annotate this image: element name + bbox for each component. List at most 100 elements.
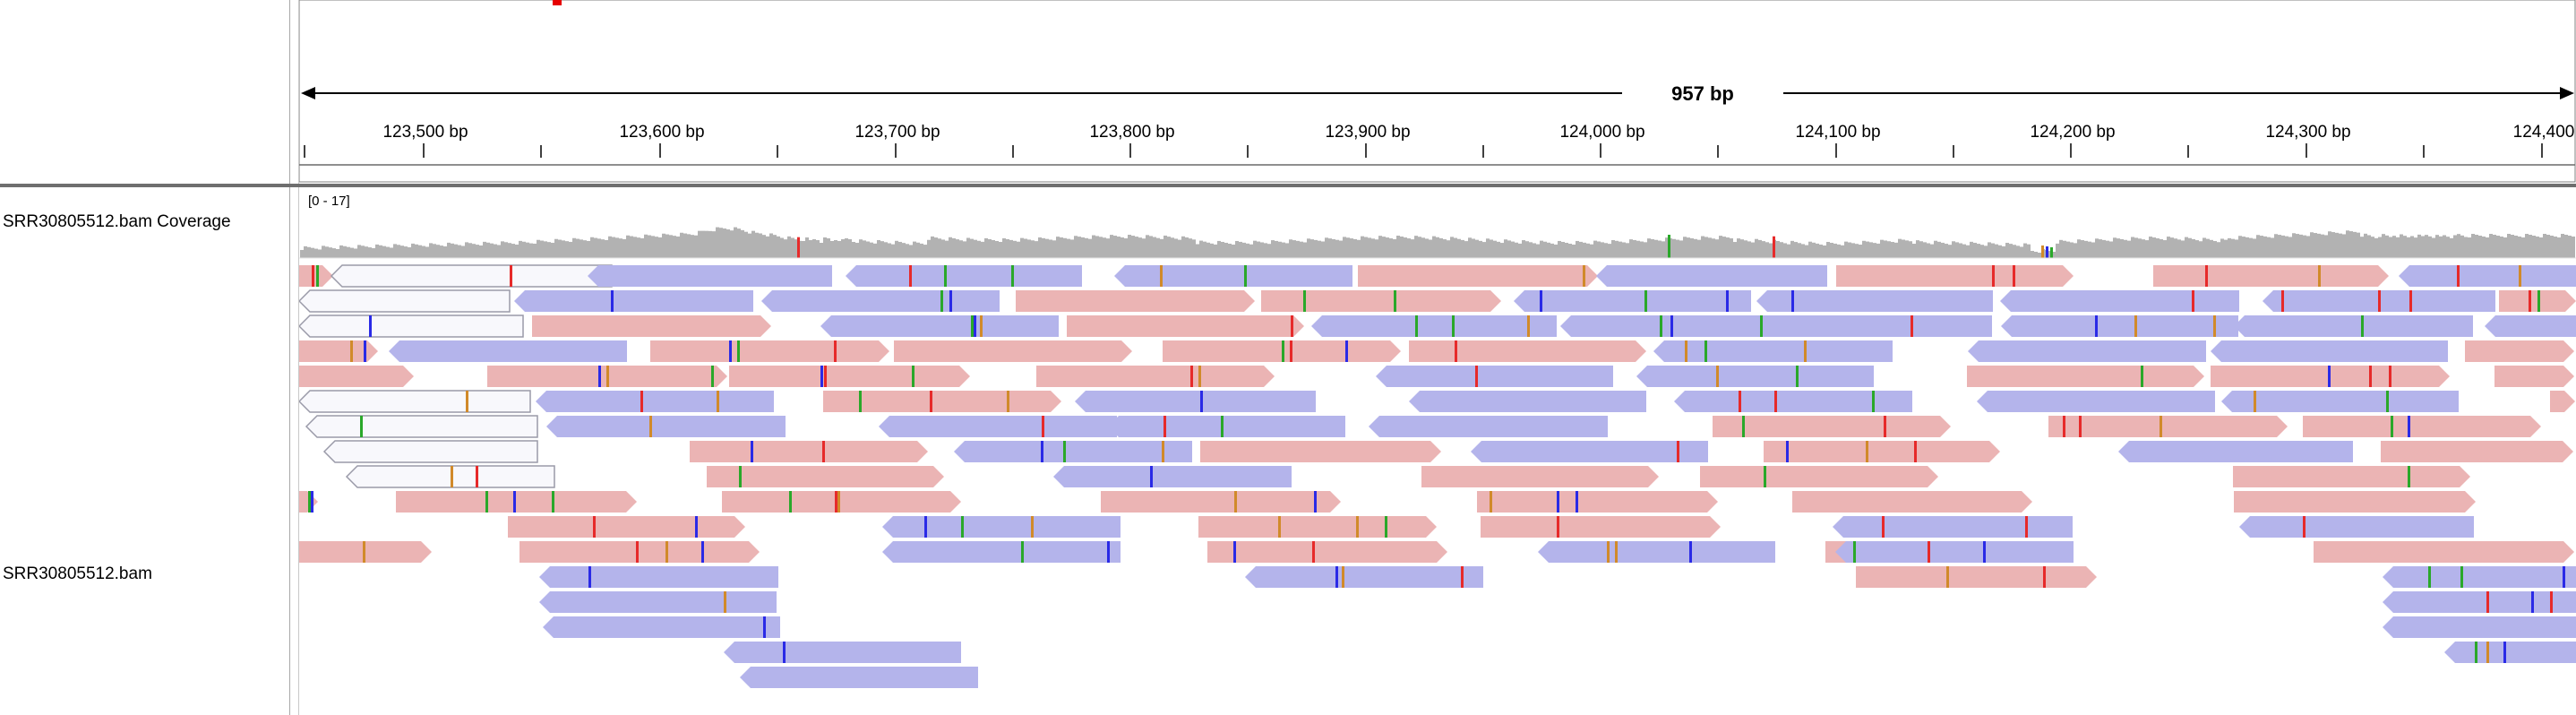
ruler[interactable]: 957 bp 123,500 bp 123,600 bp 123,700 bp 123… [299, 0, 2576, 184]
read-alignment[interactable] [1053, 466, 1292, 487]
read-alignment[interactable] [1200, 441, 1441, 462]
read-alignment[interactable] [761, 290, 1000, 312]
read-alignment[interactable] [536, 391, 774, 412]
read-alignment[interactable] [894, 340, 1132, 362]
read-alignment[interactable] [2234, 315, 2473, 337]
read-alignment[interactable] [389, 340, 627, 362]
read-alignment[interactable] [1114, 265, 1352, 287]
read-alignment[interactable] [1756, 290, 1993, 312]
read-alignment[interactable] [2383, 566, 2576, 588]
read-alignment[interactable] [1713, 416, 1951, 437]
read-alignment[interactable] [2383, 616, 2576, 638]
read-alignment[interactable] [299, 314, 524, 338]
read-alignment[interactable] [2465, 340, 2574, 362]
read-alignment[interactable] [2485, 315, 2576, 337]
read-alignment[interactable] [1977, 391, 2215, 412]
read-alignment[interactable] [1636, 366, 1874, 387]
read-alignment[interactable] [1036, 366, 1275, 387]
read-alignment[interactable] [1833, 516, 2073, 538]
read-alignment[interactable] [1538, 541, 1775, 563]
read-alignment[interactable] [1700, 466, 1938, 487]
read-alignment[interactable] [1481, 516, 1721, 538]
read-alignment[interactable] [1245, 566, 1483, 588]
read-alignment[interactable] [532, 315, 771, 337]
read-alignment[interactable] [1101, 491, 1341, 513]
name-panel-divider[interactable] [289, 0, 290, 715]
read-alignment[interactable] [396, 491, 637, 513]
read-alignment[interactable] [954, 441, 1192, 462]
read-alignment[interactable] [740, 667, 978, 688]
read-alignment[interactable] [650, 340, 889, 362]
read-alignment[interactable] [1856, 566, 2097, 588]
alignment-track-name[interactable]: SRR30805512.bam [3, 564, 152, 583]
read-alignment[interactable] [539, 591, 777, 613]
read-alignment[interactable] [2314, 541, 2574, 563]
read-alignment[interactable] [2211, 340, 2448, 362]
read-alignment[interactable] [823, 391, 1061, 412]
read-alignment[interactable] [1514, 290, 1751, 312]
read-alignment[interactable] [1792, 491, 2032, 513]
read-alignment[interactable] [1836, 265, 2074, 287]
read-alignment[interactable] [299, 289, 511, 313]
read-alignment[interactable] [2001, 315, 2238, 337]
read-alignment[interactable] [508, 516, 745, 538]
read-alignment[interactable] [2000, 290, 2239, 312]
read-alignment[interactable] [1311, 315, 1557, 337]
read-alignment[interactable] [2383, 591, 2576, 613]
read-alignment[interactable] [882, 541, 1121, 563]
read-alignment[interactable] [1207, 541, 1447, 563]
read-alignment[interactable] [1596, 265, 1827, 287]
read-alignment[interactable] [514, 290, 753, 312]
ruler-panel[interactable]: 957 bp 123,500 bp 123,600 bp 123,700 bp 123… [299, 0, 2576, 184]
read-alignment[interactable] [707, 466, 944, 487]
read-alignment[interactable] [2494, 366, 2574, 387]
read-alignment[interactable] [519, 541, 760, 563]
read-alignment[interactable] [2221, 391, 2459, 412]
read-alignment[interactable] [690, 441, 928, 462]
read-alignment[interactable] [299, 366, 414, 387]
read-alignment[interactable] [1198, 516, 1437, 538]
read-alignment[interactable] [1358, 265, 1598, 287]
viewport-marker[interactable] [553, 0, 562, 5]
read-alignment[interactable] [2048, 416, 2288, 437]
read-alignment[interactable] [588, 265, 832, 287]
read-alignment[interactable] [882, 516, 1121, 538]
read-alignment[interactable] [1477, 491, 1718, 513]
alignment-track[interactable] [299, 264, 2576, 688]
tracks-canvas[interactable]: [0 - 17] [299, 187, 2576, 715]
read-alignment[interactable] [305, 415, 538, 438]
read-alignment[interactable] [299, 340, 378, 362]
read-alignment[interactable] [1409, 340, 1646, 362]
read-alignment[interactable] [330, 264, 613, 288]
read-alignment[interactable] [1835, 541, 2074, 563]
coverage-track[interactable] [300, 227, 2575, 258]
read-alignment[interactable] [2444, 642, 2576, 663]
read-alignment[interactable] [1016, 290, 1255, 312]
data-panel[interactable]: [0 - 17] [299, 187, 2576, 715]
read-alignment[interactable] [2399, 265, 2576, 287]
read-alignment[interactable] [1075, 391, 1316, 412]
read-alignment[interactable] [2233, 466, 2470, 487]
read-alignment[interactable] [539, 566, 778, 588]
read-alignment[interactable] [1369, 416, 1608, 437]
read-alignment[interactable] [1108, 416, 1345, 437]
read-alignment[interactable] [2239, 516, 2474, 538]
read-alignment[interactable] [1764, 441, 2000, 462]
read-alignment[interactable] [299, 390, 531, 413]
read-alignment[interactable] [1674, 391, 1912, 412]
read-alignment[interactable] [2118, 441, 2353, 462]
read-alignment[interactable] [543, 616, 780, 638]
read-alignment[interactable] [1768, 315, 1992, 337]
read-alignment[interactable] [724, 642, 961, 663]
read-alignment[interactable] [1967, 366, 2204, 387]
read-alignment[interactable] [1376, 366, 1613, 387]
read-alignment[interactable] [820, 315, 1059, 337]
read-alignment[interactable] [879, 416, 1117, 437]
read-alignment[interactable] [722, 491, 961, 513]
header-divider[interactable] [0, 184, 2576, 187]
attribute-panel-divider[interactable] [298, 0, 299, 715]
read-alignment[interactable] [2381, 441, 2573, 462]
read-alignment[interactable] [322, 440, 538, 463]
read-alignment[interactable] [1261, 290, 1501, 312]
read-alignment[interactable] [1471, 441, 1708, 462]
